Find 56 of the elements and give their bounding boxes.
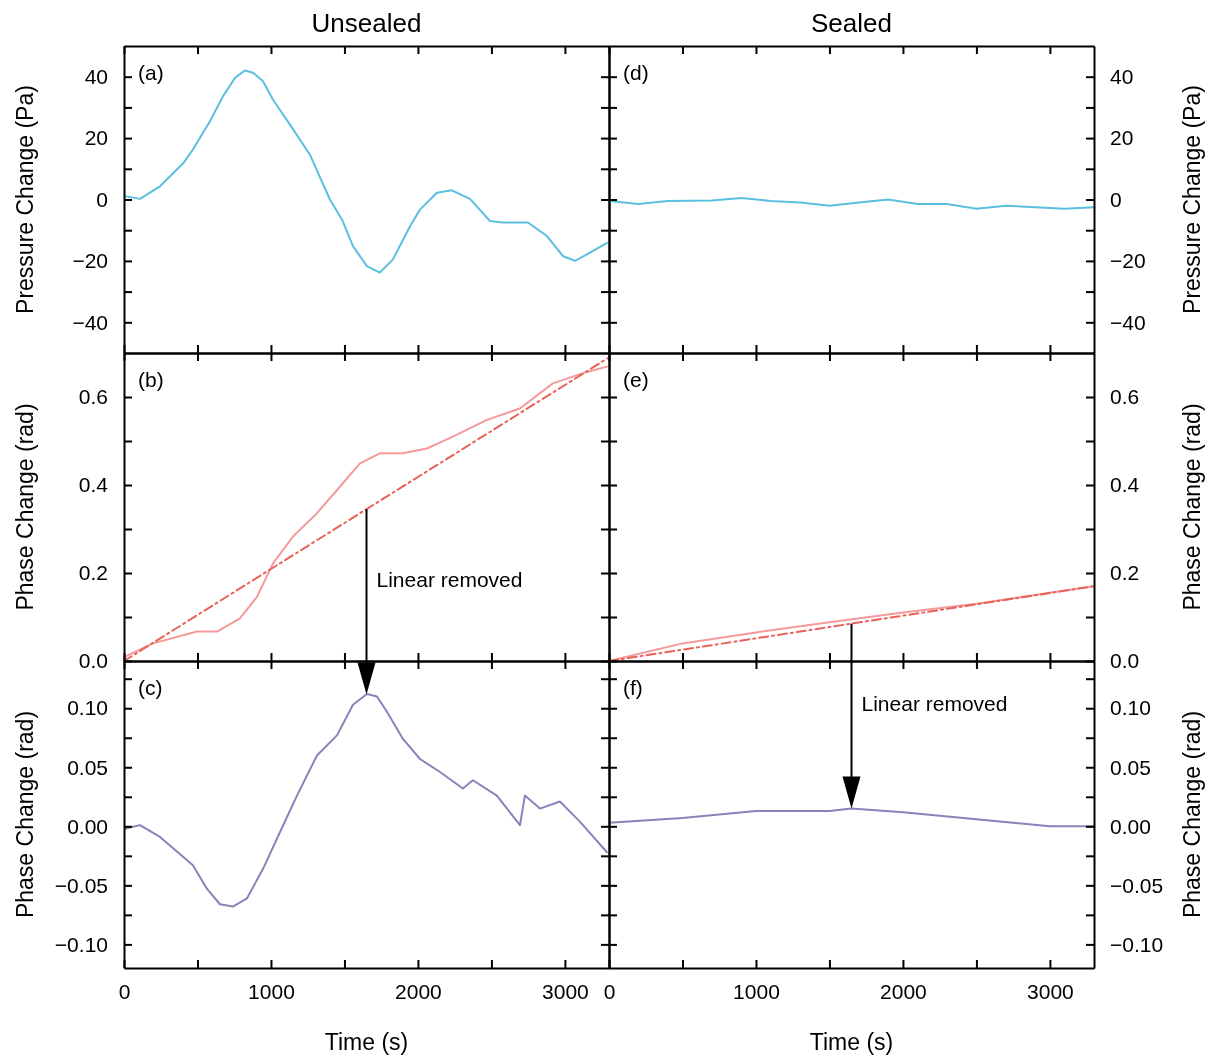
y-axis-title: Pressure Change (Pa) [12, 85, 38, 314]
y-axis-title: Phase Change (rad) [12, 403, 38, 611]
x-axis-title: Time (s) [324, 1029, 409, 1055]
x-tick-label: 0 [118, 979, 131, 1003]
y-tick-label: 0.05 [67, 755, 108, 779]
y-tick-label: 0.10 [67, 696, 108, 720]
annotation: (a) [138, 61, 164, 84]
y-tick-label: 40 [84, 64, 108, 88]
annotation: (c) [138, 676, 163, 699]
y-axis-title: Phase Change (rad) [1179, 710, 1205, 919]
x-tick-label: 3000 [1027, 979, 1074, 1003]
y-tick-label: 20 [1110, 126, 1134, 150]
line-series [609, 196, 1094, 210]
y-tick-label: −0.10 [54, 932, 108, 956]
annotation: (e) [623, 368, 649, 391]
y-axis-title: Pressure Change (Pa) [1179, 85, 1205, 314]
y-tick-label: −20 [1110, 249, 1146, 273]
y-tick-label: −0.05 [54, 873, 108, 897]
y-tick-label: 0.6 [78, 385, 108, 409]
y-tick-label: 0.0 [1110, 649, 1140, 673]
y-tick-label: 0.00 [1110, 814, 1151, 838]
x-tick-label: 2000 [395, 979, 442, 1003]
x-tick-label: 0 [603, 979, 616, 1003]
y-tick-label: 0.4 [1110, 473, 1140, 497]
y-tick-label: 0.00 [67, 814, 108, 838]
annotation: (b) [138, 368, 164, 391]
y-tick-label: 0.2 [1110, 561, 1140, 585]
y-tick-label: 40 [1110, 64, 1134, 88]
x-axis-title: Time (s) [809, 1029, 894, 1055]
annotation: (d) [623, 61, 649, 84]
y-tick-label: −40 [1110, 310, 1146, 334]
y-tick-label: 0.10 [1110, 696, 1151, 720]
y-tick-label: −0.10 [1110, 932, 1164, 956]
y-tick-label: 0.2 [78, 561, 108, 585]
y-tick-label: 0.4 [78, 473, 109, 497]
x-tick-label: 3000 [542, 979, 589, 1003]
y-tick-label: 0.6 [1110, 385, 1140, 409]
y-axis-title: Phase Change (rad) [12, 710, 38, 919]
y-tick-label: 20 [84, 126, 108, 150]
line-series [609, 807, 1094, 828]
y-tick-label: −0.05 [1110, 873, 1164, 897]
chart-title: Unsealed [311, 8, 422, 38]
y-tick-label: −40 [72, 310, 108, 334]
y-tick-label: −20 [72, 249, 108, 273]
x-tick-label: 1000 [248, 979, 295, 1003]
x-tick-label: 1000 [733, 979, 780, 1003]
annotation: Linear removed [376, 568, 523, 592]
annotation: (f) [623, 676, 643, 699]
y-axis-title: Phase Change (rad) [1179, 403, 1205, 611]
annotation: Linear removed [861, 692, 1008, 715]
y-tick-label: 0 [1110, 187, 1122, 211]
chart-title: Sealed [811, 8, 892, 38]
y-tick-label: 0.05 [1110, 755, 1151, 779]
x-tick-label: 2000 [880, 979, 927, 1003]
y-tick-label: 0.0 [78, 649, 108, 673]
y-tick-label: 0 [96, 187, 108, 211]
